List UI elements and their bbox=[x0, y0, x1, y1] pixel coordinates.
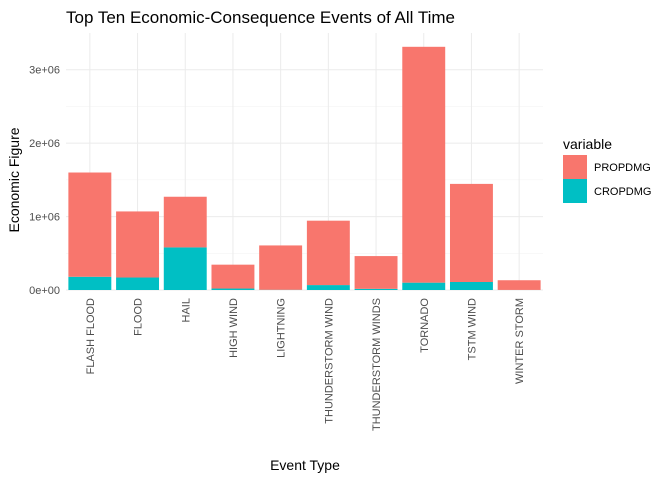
x-tick-label: WINTER STORM bbox=[514, 298, 526, 384]
bar-propdmg bbox=[68, 172, 112, 277]
bar-cropdmg bbox=[449, 281, 493, 290]
y-tick-label: 1e+06 bbox=[29, 212, 60, 224]
bars bbox=[68, 46, 541, 290]
legend-label-cropdmg: CROPDMG bbox=[594, 186, 651, 198]
bar-propdmg bbox=[354, 256, 398, 289]
bar-cropdmg bbox=[116, 277, 160, 290]
bar-cropdmg bbox=[68, 276, 112, 290]
bar-cropdmg bbox=[211, 288, 255, 290]
bar-propdmg bbox=[163, 196, 207, 248]
bar-cropdmg bbox=[306, 285, 350, 290]
bar-propdmg bbox=[116, 211, 160, 278]
y-axis-title: Economic Figure bbox=[6, 127, 22, 232]
x-tick-label: HAIL bbox=[180, 298, 192, 322]
legend-label-propdmg: PROPDMG bbox=[594, 162, 651, 174]
y-tick-label: 0e+00 bbox=[29, 285, 60, 297]
x-tick-label: TORNADO bbox=[419, 298, 431, 353]
x-tick-label: THUNDERSTORM WINDS bbox=[371, 298, 383, 431]
x-tick-label: FLASH FLOOD bbox=[85, 298, 97, 374]
x-axis-ticks: FLASH FLOOD FLOOD HAIL HIGH WIND LIGHTNING TH… bbox=[85, 298, 526, 431]
x-axis-title: Event Type bbox=[270, 457, 340, 473]
y-tick-label: 3e+06 bbox=[29, 65, 60, 77]
x-tick-label: TSTM WIND bbox=[466, 298, 478, 360]
y-tick-label: 2e+06 bbox=[29, 138, 60, 150]
x-tick-label: HIGH WIND bbox=[228, 298, 240, 358]
bar-cropdmg bbox=[402, 282, 446, 290]
x-tick-label: FLOOD bbox=[133, 298, 145, 336]
bar-propdmg bbox=[449, 183, 493, 282]
y-axis-ticks: 0e+00 1e+06 2e+06 3e+06 bbox=[29, 65, 60, 297]
bar-cropdmg bbox=[163, 247, 207, 290]
bar-propdmg bbox=[306, 220, 350, 286]
legend-key-propdmg bbox=[563, 155, 587, 179]
legend-key-cropdmg bbox=[563, 179, 587, 203]
x-tick-label: LIGHTNING bbox=[276, 298, 288, 358]
x-tick-label: THUNDERSTORM WIND bbox=[323, 298, 335, 424]
bar-propdmg bbox=[259, 245, 303, 290]
bar-propdmg bbox=[497, 280, 541, 290]
chart-title: Top Ten Economic-Consequence Events of A… bbox=[66, 8, 455, 27]
bar-propdmg bbox=[402, 46, 446, 283]
bar-cropdmg bbox=[354, 288, 398, 290]
legend-title: variable bbox=[563, 136, 612, 152]
bar-propdmg bbox=[211, 264, 255, 289]
legend: variable PROPDMG CROPDMG bbox=[563, 136, 651, 203]
